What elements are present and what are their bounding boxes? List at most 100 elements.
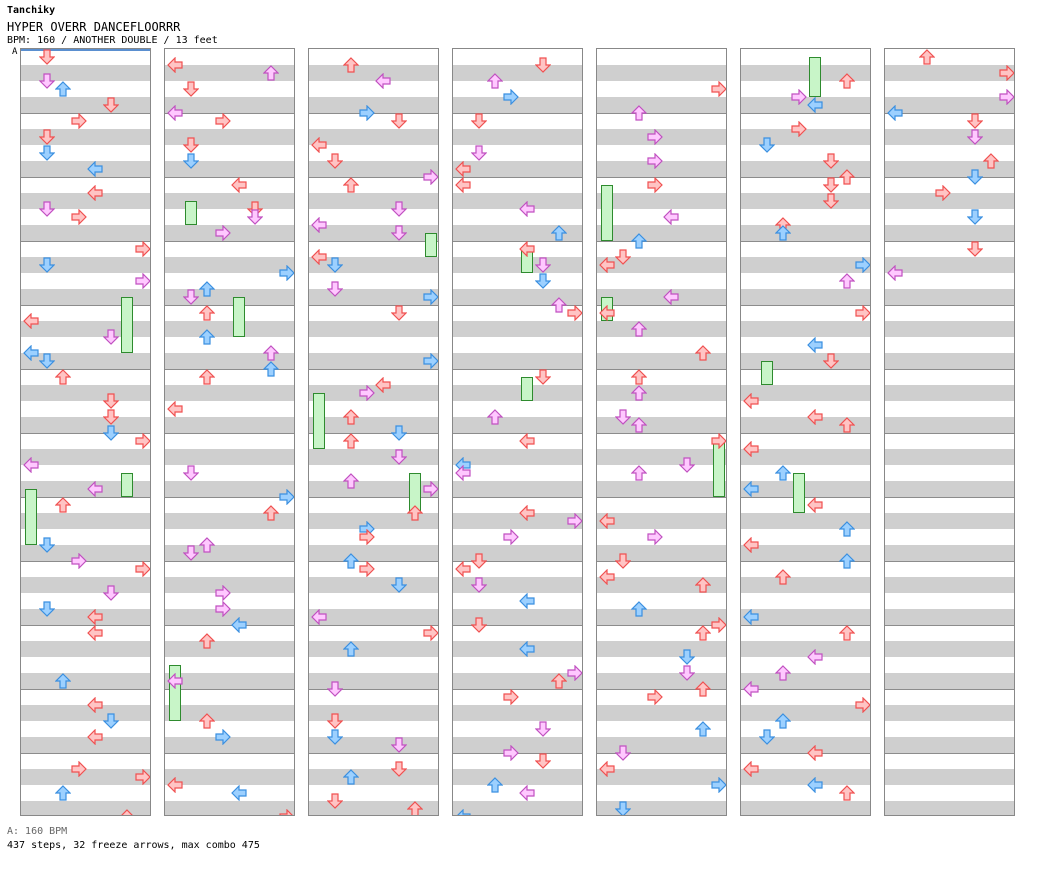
beat-stripe: [597, 577, 726, 593]
beat-stripe: [165, 481, 294, 497]
measure-line: [885, 561, 1014, 562]
measure-line: [309, 241, 438, 242]
measure-line: [597, 113, 726, 114]
measure-line: [21, 497, 150, 498]
arrow-right-icon: [423, 480, 438, 498]
measure-line: [741, 177, 870, 178]
arrow-down-icon: [822, 193, 840, 209]
beat-stripe: [885, 97, 1014, 113]
arrow-left-icon: [807, 496, 823, 514]
measure-line: [453, 561, 582, 562]
arrow-left-icon: [743, 760, 759, 778]
measure-line: [21, 625, 150, 626]
arrow-down-icon: [182, 465, 200, 481]
beat-stripe: [453, 257, 582, 273]
beat-stripe: [597, 161, 726, 177]
beat-stripe: [453, 417, 582, 433]
arrow-up-icon: [838, 169, 856, 185]
arrow-right-icon: [999, 64, 1014, 82]
arrow-right-icon: [647, 176, 663, 194]
beat-stripe: [597, 385, 726, 401]
arrow-down-icon: [326, 281, 344, 297]
arrow-right-icon: [855, 304, 870, 322]
beat-stripe: [309, 257, 438, 273]
arrow-down-icon: [614, 409, 632, 425]
arrow-up-icon: [838, 521, 856, 537]
arrow-down-icon: [822, 153, 840, 169]
beat-stripe: [309, 289, 438, 305]
beat-stripe: [741, 737, 870, 753]
arrow-left-icon: [311, 608, 327, 626]
beat-stripe: [309, 481, 438, 497]
beat-stripe: [597, 449, 726, 465]
measure-line: [453, 113, 582, 114]
arrow-up-icon: [630, 233, 648, 249]
arrow-down-icon: [102, 97, 120, 113]
measure-line: [741, 241, 870, 242]
chart-column-1: [20, 48, 151, 816]
arrow-left-icon: [87, 728, 103, 746]
arrow-up-icon: [198, 713, 216, 729]
arrow-left-icon: [807, 336, 823, 354]
measure-line: [741, 369, 870, 370]
beat-stripe: [453, 673, 582, 689]
beat-stripe: [165, 321, 294, 337]
beat-stripe: [309, 97, 438, 113]
measure-line: [165, 753, 294, 754]
beat-stripe: [453, 801, 582, 815]
arrow-down-icon: [678, 649, 696, 665]
beat-stripe: [885, 769, 1014, 785]
arrow-left-icon: [375, 72, 391, 90]
arrow-left-icon: [23, 456, 39, 474]
beat-stripe: [453, 225, 582, 241]
beat-stripe: [741, 353, 870, 369]
arrow-up-icon: [694, 577, 712, 593]
arrow-right-icon: [215, 600, 231, 618]
arrow-down-icon: [470, 113, 488, 129]
beat-stripe: [309, 449, 438, 465]
measure-line: [165, 369, 294, 370]
beat-stripe: [885, 673, 1014, 689]
beat-stripe: [165, 65, 294, 81]
arrow-up-icon: [486, 73, 504, 89]
beat-stripe: [741, 545, 870, 561]
arrow-up-icon: [262, 345, 280, 361]
arrow-up-icon: [838, 73, 856, 89]
beat-stripe: [21, 385, 150, 401]
freeze-arrow: [185, 201, 197, 225]
beat-stripe: [885, 577, 1014, 593]
arrow-up-icon: [262, 65, 280, 81]
arrow-left-icon: [311, 216, 327, 234]
measure-line: [21, 177, 150, 178]
beat-stripe: [741, 449, 870, 465]
beat-stripe: [21, 257, 150, 273]
beat-stripe: [165, 161, 294, 177]
measure-line: [453, 497, 582, 498]
beat-stripe: [165, 353, 294, 369]
artist-name: Tanchiky: [7, 5, 56, 16]
arrow-down-icon: [246, 209, 264, 225]
arrow-up-icon: [838, 785, 856, 801]
arrow-right-icon: [567, 304, 582, 322]
arrow-down-icon: [758, 729, 776, 745]
arrow-down-icon: [38, 145, 56, 161]
arrow-up-icon: [262, 505, 280, 521]
beat-stripe: [453, 65, 582, 81]
arrow-down-icon: [678, 457, 696, 473]
arrow-left-icon: [743, 392, 759, 410]
chart-column-5: [596, 48, 727, 816]
beat-stripe: [21, 353, 150, 369]
chart-column-6: [740, 48, 871, 816]
beat-stripe: [597, 321, 726, 337]
beat-stripe: [453, 193, 582, 209]
measure-line: [21, 753, 150, 754]
measure-line: [21, 689, 150, 690]
arrow-right-icon: [279, 808, 294, 815]
freeze-arrow: [121, 473, 133, 497]
measure-line: [21, 113, 150, 114]
arrow-up-icon: [198, 305, 216, 321]
beat-stripe: [741, 225, 870, 241]
beat-stripe: [885, 545, 1014, 561]
beat-stripe: [165, 641, 294, 657]
freeze-arrow: [121, 297, 133, 353]
